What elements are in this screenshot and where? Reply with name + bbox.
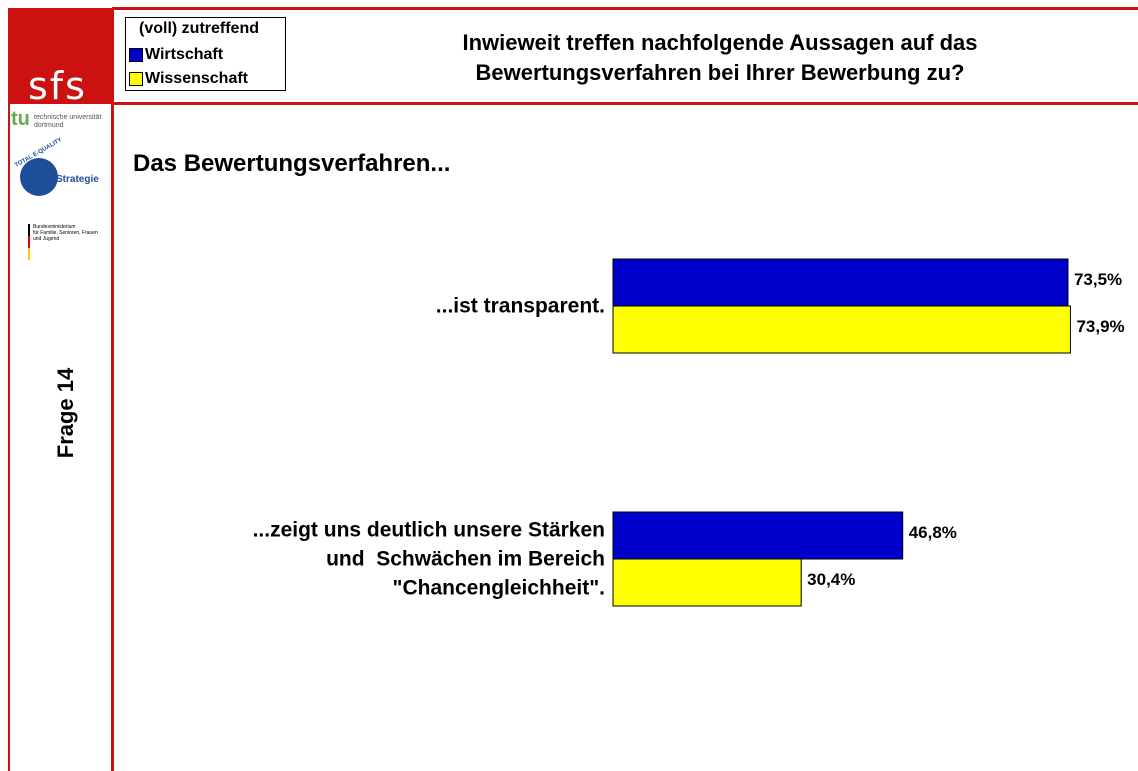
strategy-text: Strategie [56,174,99,185]
bar [612,511,904,560]
logo-text: sfs [28,64,87,108]
left-rule [8,104,10,771]
bar [612,258,1069,307]
ministry-text: Bundesministerium für Familie, Senioren,… [33,224,98,242]
legend: (voll) zutreffend Wirtschaft Wissenschaft [125,17,286,91]
value-label: 73,9% [1076,317,1124,336]
header-rule [112,102,1138,105]
chart-subtitle: Das Bewertungsverfahren... [133,150,451,177]
legend-label: Wissenschaft [145,70,248,87]
legend-swatch [129,72,143,86]
university-name: technische universität dortmund [34,114,102,129]
top-rule [112,7,1138,10]
legend-swatch [129,48,143,62]
tu-logo: tu [11,108,30,130]
value-label: 73,5% [1074,270,1122,289]
bar [612,305,1071,354]
legend-item: Wissenschaft [129,67,248,91]
legend-title: (voll) zutreffend [139,20,259,37]
category-label: ...ist transparent. [435,294,605,318]
sidebar-rule [111,8,114,771]
red-logo-box [8,8,112,104]
legend-label: Wirtschaft [145,46,224,63]
chart-title: Inwieweit treffen nachfolgende Aussagen … [462,30,978,85]
quality-emblem [20,158,58,196]
value-label: 30,4% [807,570,855,589]
category-label: ...zeigt uns deutlich unsere Stärken und… [252,518,605,600]
ministry-flag [28,224,30,260]
legend-item: Wirtschaft [129,43,248,67]
value-label: 46,8% [909,523,957,542]
bar [612,558,802,607]
